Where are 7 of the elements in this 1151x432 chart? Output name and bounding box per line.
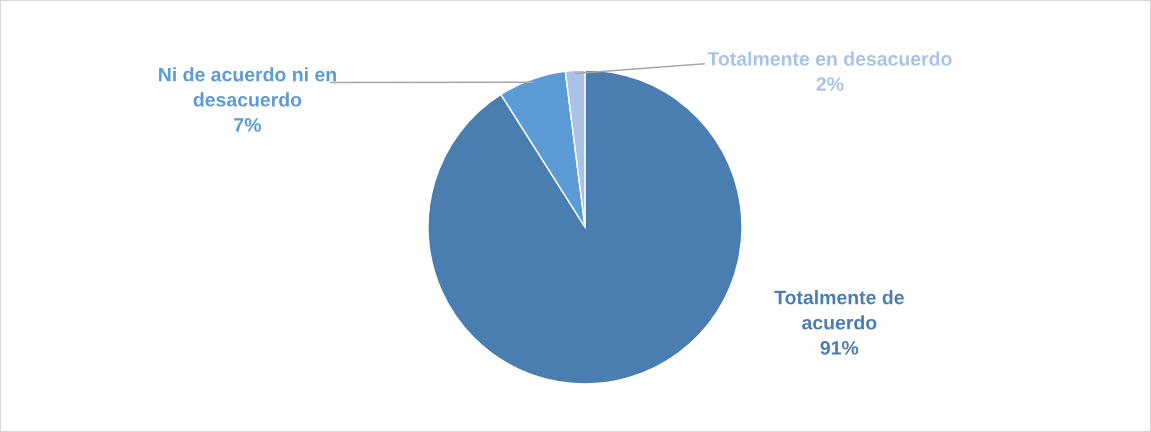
slice-label: Ni de acuerdo ni en desacuerdo [159,67,336,107]
data-label: 2% [816,77,844,91]
pie-slice [427,69,743,385]
data-label: 91% [820,340,859,355]
slice-label: Totalmente de acuerdo [774,290,904,330]
slice-label: Totalmente en desacuerdo [707,51,952,66]
data-label: 7% [234,118,261,132]
